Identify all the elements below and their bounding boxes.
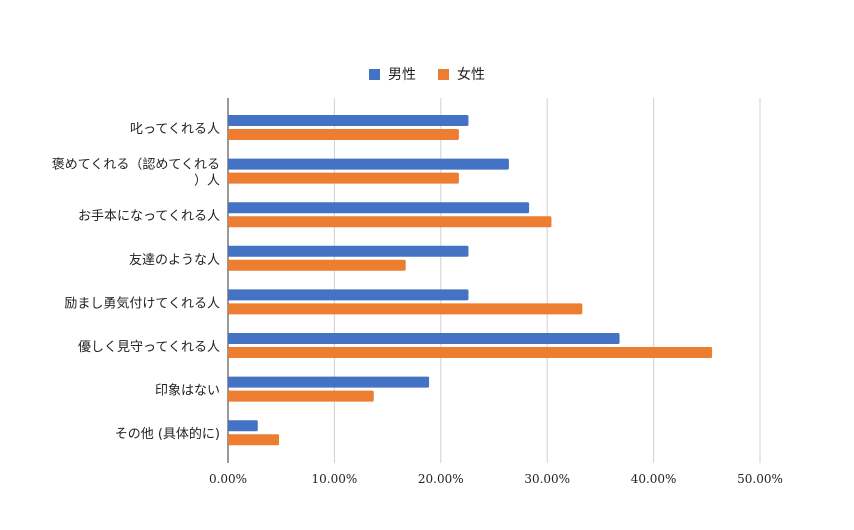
x-tick-label-2: 20.00% [418,472,464,486]
x-tick-label-1: 10.00% [312,472,358,486]
bar-female-5 [228,347,713,358]
category-label-3: 友達のような人 [129,252,220,268]
category-label-6: 印象はない [155,384,220,399]
bar-male-6 [228,376,430,388]
bar-male-5 [228,333,620,344]
category-label-1-line-0: 褒めてくれる（認めてくれる [52,157,220,173]
bar-female-7 [228,434,280,446]
bar-male-3 [228,245,469,257]
bar-male-1 [228,158,509,170]
bar-male-0 [228,115,469,126]
legend: 男性 女性 [0,64,854,84]
category-label-0: 叱ってくれる人 [130,122,220,137]
x-tick-label-0: 0.00% [209,472,247,486]
bar-female-0 [228,129,459,140]
legend-item-female: 女性 [438,64,485,84]
legend-swatch-female [438,68,449,80]
x-tick-label-3: 30.00% [524,472,570,486]
bar-female-1 [228,172,459,184]
x-tick-label-5: 50.00% [737,472,783,486]
category-label-1-line-1: ）人 [194,174,220,189]
legend-label-female: 女性 [457,67,485,83]
bar-female-2 [228,216,552,228]
legend-item-male: 男性 [369,64,416,84]
bar-female-3 [228,259,406,271]
category-label-5: 優しく見守ってくれる人 [78,340,220,355]
category-label-2: お手本になってくれる人 [78,209,220,224]
legend-swatch-male [369,68,380,80]
bar-female-6 [228,390,374,402]
category-label-7: その他 (具体的に) [115,426,220,442]
bar-male-7 [228,420,258,432]
category-label-4: 励まし勇気付けてくれる人 [64,295,220,311]
x-tick-label-4: 40.00% [631,472,677,486]
bar-male-4 [228,289,469,301]
bar-male-2 [228,202,530,214]
bar-female-4 [228,303,583,315]
legend-label-male: 男性 [388,67,416,83]
